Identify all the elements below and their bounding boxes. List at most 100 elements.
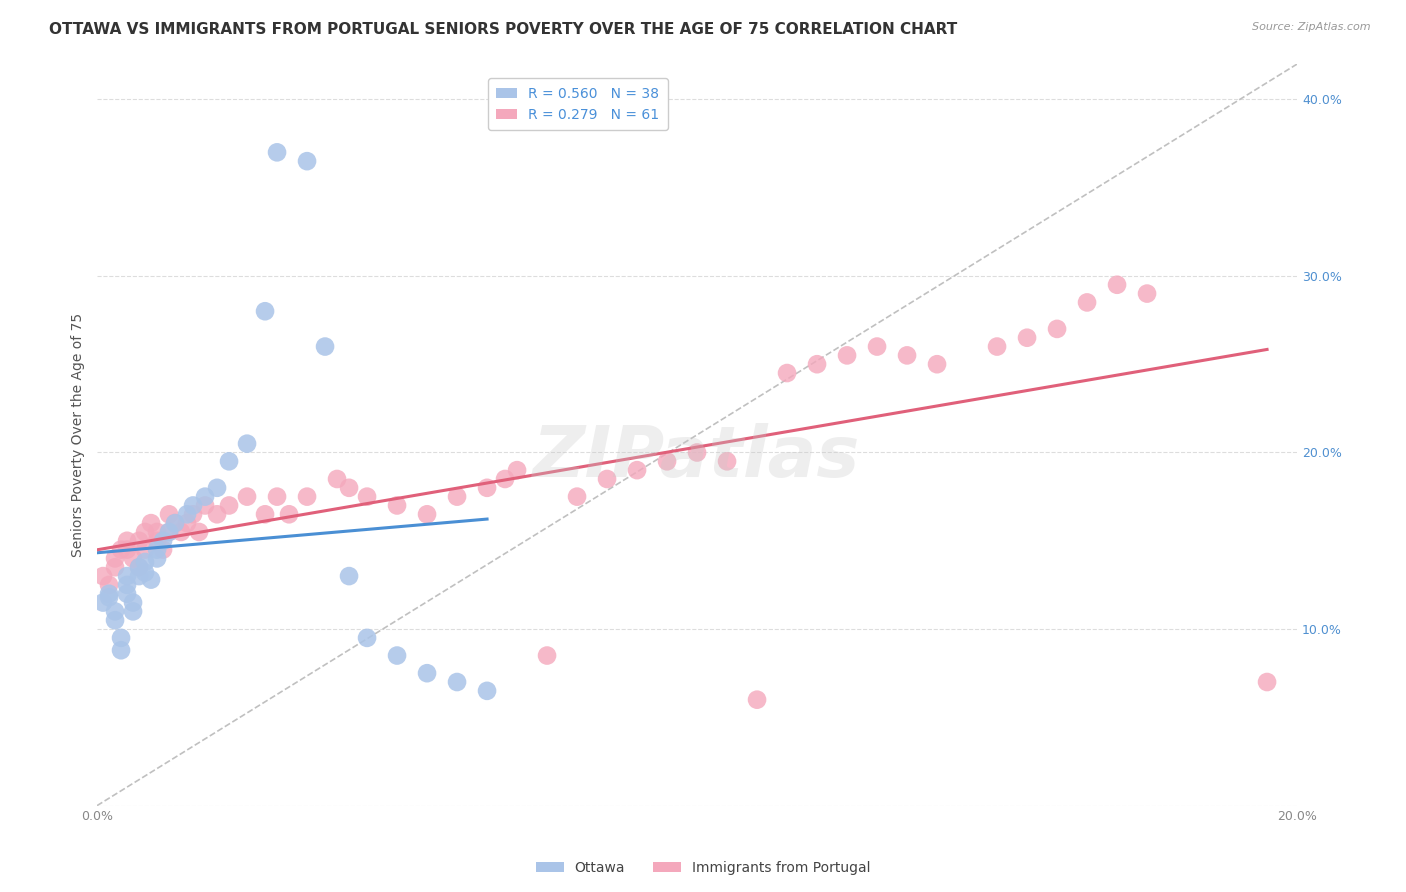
Text: Source: ZipAtlas.com: Source: ZipAtlas.com <box>1253 22 1371 32</box>
Immigrants from Portugal <box>205 508 228 522</box>
Immigrants from Portugal <box>716 454 738 468</box>
Ottawa <box>205 481 228 495</box>
Ottawa <box>416 666 439 681</box>
Immigrants from Portugal <box>986 340 1008 354</box>
Ottawa <box>128 569 150 583</box>
Immigrants from Portugal <box>194 499 217 513</box>
Immigrants from Portugal <box>278 508 301 522</box>
Immigrants from Portugal <box>91 569 114 583</box>
Ottawa <box>157 524 180 539</box>
Ottawa <box>181 499 204 513</box>
Immigrants from Portugal <box>110 542 132 557</box>
Immigrants from Portugal <box>565 490 588 504</box>
Ottawa <box>98 587 121 601</box>
Immigrants from Portugal <box>776 366 799 380</box>
Immigrants from Portugal <box>134 524 156 539</box>
Immigrants from Portugal <box>356 490 378 504</box>
Ottawa <box>115 578 138 592</box>
Ottawa <box>254 304 277 318</box>
Immigrants from Portugal <box>506 463 529 477</box>
Ottawa <box>314 340 336 354</box>
Immigrants from Portugal <box>218 499 240 513</box>
Immigrants from Portugal <box>146 533 169 548</box>
Ottawa <box>98 591 121 605</box>
Immigrants from Portugal <box>745 692 768 706</box>
Immigrants from Portugal <box>536 648 558 663</box>
Ottawa <box>385 648 408 663</box>
Legend: Ottawa, Immigrants from Portugal: Ottawa, Immigrants from Portugal <box>530 855 876 880</box>
Immigrants from Portugal <box>146 524 169 539</box>
Immigrants from Portugal <box>128 560 150 574</box>
Immigrants from Portugal <box>416 508 439 522</box>
Immigrants from Portugal <box>152 542 174 557</box>
Immigrants from Portugal <box>104 560 127 574</box>
Ottawa <box>266 145 288 160</box>
Immigrants from Portugal <box>157 508 180 522</box>
Immigrants from Portugal <box>139 516 162 530</box>
Immigrants from Portugal <box>925 357 948 371</box>
Immigrants from Portugal <box>1076 295 1098 310</box>
Ottawa <box>176 508 198 522</box>
Immigrants from Portugal <box>170 524 193 539</box>
Immigrants from Portugal <box>163 516 186 530</box>
Immigrants from Portugal <box>128 533 150 548</box>
Immigrants from Portugal <box>1136 286 1159 301</box>
Text: ZIPatlas: ZIPatlas <box>533 423 860 491</box>
Immigrants from Portugal <box>188 524 211 539</box>
Immigrants from Portugal <box>806 357 828 371</box>
Immigrants from Portugal <box>181 508 204 522</box>
Ottawa <box>134 555 156 569</box>
Immigrants from Portugal <box>266 490 288 504</box>
Immigrants from Portugal <box>326 472 349 486</box>
Ottawa <box>104 604 127 618</box>
Immigrants from Portugal <box>896 348 918 362</box>
Ottawa <box>115 569 138 583</box>
Ottawa <box>146 551 169 566</box>
Immigrants from Portugal <box>236 490 259 504</box>
Ottawa <box>236 436 259 450</box>
Immigrants from Portugal <box>134 542 156 557</box>
Y-axis label: Seniors Poverty Over the Age of 75: Seniors Poverty Over the Age of 75 <box>72 313 86 557</box>
Immigrants from Portugal <box>254 508 277 522</box>
Ottawa <box>146 542 169 557</box>
Ottawa <box>194 490 217 504</box>
Ottawa <box>337 569 360 583</box>
Immigrants from Portugal <box>1015 331 1038 345</box>
Text: OTTAWA VS IMMIGRANTS FROM PORTUGAL SENIORS POVERTY OVER THE AGE OF 75 CORRELATIO: OTTAWA VS IMMIGRANTS FROM PORTUGAL SENIO… <box>49 22 957 37</box>
Ottawa <box>122 596 145 610</box>
Immigrants from Portugal <box>176 516 198 530</box>
Immigrants from Portugal <box>337 481 360 495</box>
Ottawa <box>110 643 132 657</box>
Immigrants from Portugal <box>596 472 619 486</box>
Ottawa <box>218 454 240 468</box>
Ottawa <box>110 631 132 645</box>
Ottawa <box>295 154 318 169</box>
Immigrants from Portugal <box>115 542 138 557</box>
Immigrants from Portugal <box>686 445 709 459</box>
Ottawa <box>356 631 378 645</box>
Immigrants from Portugal <box>446 490 468 504</box>
Immigrants from Portugal <box>475 481 498 495</box>
Ottawa <box>163 516 186 530</box>
Immigrants from Portugal <box>1256 675 1278 690</box>
Immigrants from Portugal <box>295 490 318 504</box>
Ottawa <box>91 596 114 610</box>
Immigrants from Portugal <box>157 524 180 539</box>
Ottawa <box>475 683 498 698</box>
Ottawa <box>134 566 156 580</box>
Legend: R = 0.560   N = 38, R = 0.279   N = 61: R = 0.560 N = 38, R = 0.279 N = 61 <box>488 78 668 130</box>
Immigrants from Portugal <box>1105 277 1128 292</box>
Immigrants from Portugal <box>866 340 889 354</box>
Immigrants from Portugal <box>1046 322 1069 336</box>
Ottawa <box>152 533 174 548</box>
Immigrants from Portugal <box>655 454 678 468</box>
Immigrants from Portugal <box>104 551 127 566</box>
Ottawa <box>122 604 145 618</box>
Immigrants from Portugal <box>98 578 121 592</box>
Ottawa <box>128 560 150 574</box>
Ottawa <box>446 675 468 690</box>
Immigrants from Portugal <box>626 463 648 477</box>
Ottawa <box>115 587 138 601</box>
Immigrants from Portugal <box>385 499 408 513</box>
Immigrants from Portugal <box>115 533 138 548</box>
